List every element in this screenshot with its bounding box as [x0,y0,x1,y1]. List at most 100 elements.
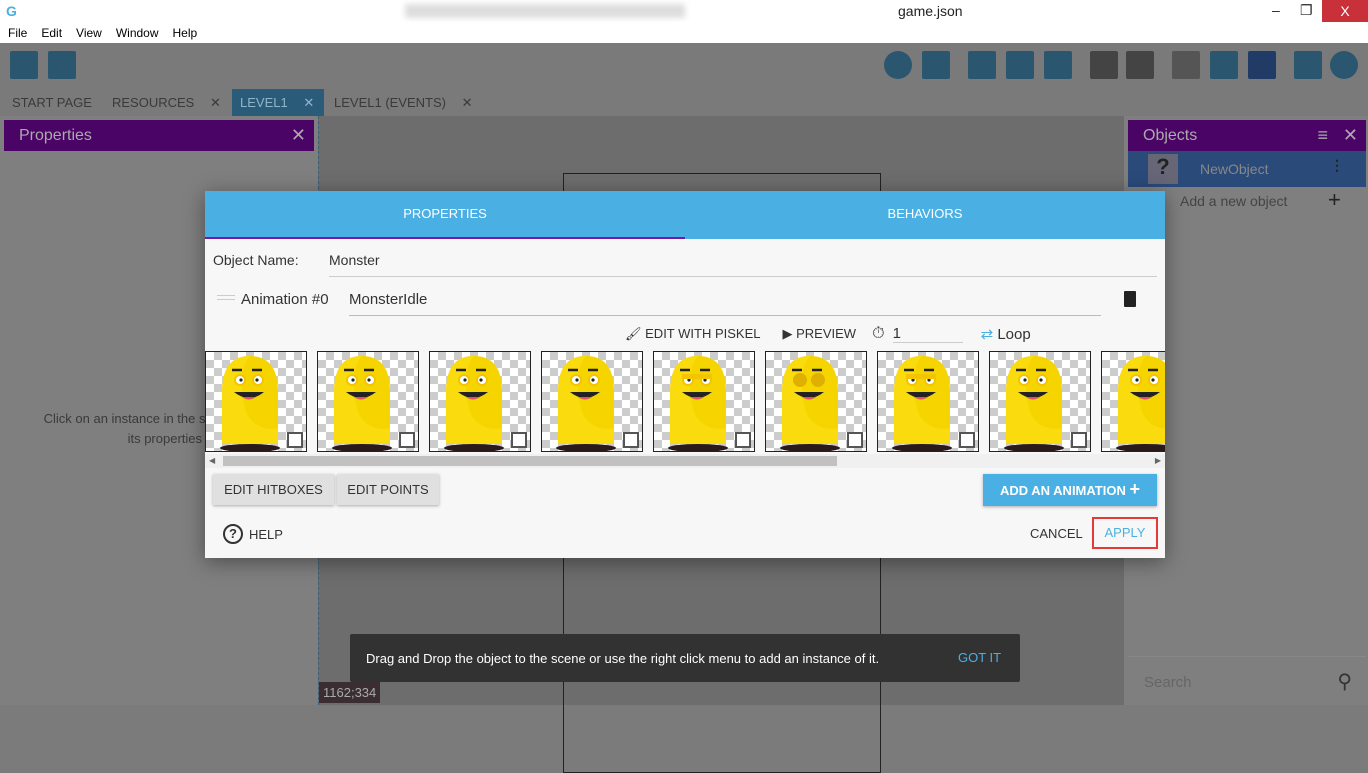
loop-icon: ⇄ [980,326,994,343]
menu-help[interactable]: Help [172,26,198,40]
tab-label: LEVEL1 [240,95,288,110]
app-logo-icon: G [6,3,17,19]
animation-frame[interactable] [653,351,755,452]
animation-frame[interactable] [765,351,867,452]
grid-icon[interactable] [1294,51,1322,79]
close-icon[interactable]: ✕ [1342,125,1358,145]
tab-level1[interactable]: LEVEL1 ✕ [232,89,324,116]
animation-name-input[interactable]: MonsterIdle [349,287,1101,316]
instances-list-icon[interactable] [1210,51,1238,79]
redo-icon[interactable] [1126,51,1154,79]
button-label: PREVIEW [796,326,857,341]
select-frame-checkbox[interactable] [959,432,975,448]
select-frame-checkbox[interactable] [735,432,751,448]
active-tab-indicator [205,237,685,239]
button-label: ADD AN ANIMATION [999,483,1126,498]
undo-icon[interactable] [1090,51,1118,79]
delete-animation-icon[interactable] [1124,291,1136,307]
menu-view[interactable]: View [76,26,102,40]
object-name: NewObject [1200,161,1269,177]
search-icon[interactable]: ⚲ [1337,671,1352,693]
tab-label: START PAGE [12,95,92,110]
tab-behaviors[interactable]: BEHAVIORS [887,206,963,221]
restore-button[interactable]: ❐ [1300,2,1313,18]
object-editor-dialog: PROPERTIES BEHAVIORS Object Name: Monste… [205,191,1165,558]
menu-file[interactable]: File [8,26,28,40]
close-icon[interactable]: ✕ [303,95,315,110]
close-icon[interactable]: ✕ [290,125,306,145]
tab-start-page[interactable]: START PAGE [4,89,100,116]
window-title: game.json [898,3,963,19]
tab-level1-events[interactable]: LEVEL1 (EVENTS) ✕ [326,89,481,116]
object-name-input[interactable]: Monster [329,249,1157,277]
debug-icon[interactable] [922,51,950,79]
frames-scrollbar[interactable]: ◀ ▶ [205,454,1165,468]
objects-list-icon[interactable] [1006,51,1034,79]
object-groups-icon[interactable] [968,51,996,79]
title-bar: G game.json ‒ ❐ X [0,0,1368,22]
zoom-reset-icon[interactable] [1330,51,1358,79]
search-input[interactable]: Search ⚲ [1128,656,1366,705]
animation-frame[interactable] [1101,351,1165,452]
object-item[interactable]: ? NewObject ⋮ [1128,151,1366,187]
toolbar [0,43,1368,89]
frames-list [205,191,1165,461]
more-options-icon[interactable]: ⋮ [1330,157,1344,173]
instances-icon[interactable] [1172,51,1200,79]
start-page-icon[interactable] [48,51,76,79]
hint-text: Click on an instance in the sc [43,411,212,426]
preview-play-icon[interactable] [884,51,912,79]
help-button[interactable]: ? HELP [223,524,283,544]
add-object-label: Add a new object [1180,193,1288,209]
cancel-button[interactable]: CANCEL [1030,526,1083,541]
loop-toggle[interactable]: ⇄ Loop [981,325,1031,343]
blurred-path [405,4,685,18]
edit-with-piskel-button[interactable]: 🖌 EDIT WITH PISKEL [625,326,760,342]
select-frame-checkbox[interactable] [287,432,303,448]
scrollbar-thumb[interactable] [223,456,837,466]
tab-resources[interactable]: RESOURCES ✕ [104,89,229,116]
project-manager-icon[interactable] [10,51,38,79]
close-icon[interactable]: ✕ [209,95,221,110]
close-icon[interactable]: ✕ [461,95,473,110]
select-frame-checkbox[interactable] [1071,432,1087,448]
select-frame-checkbox[interactable] [511,432,527,448]
filter-icon[interactable]: ≡ [1317,125,1328,145]
select-frame-checkbox[interactable] [623,432,639,448]
dialog-tabs: PROPERTIES BEHAVIORS [205,191,1165,239]
animation-frame[interactable] [541,351,643,452]
add-object-row[interactable]: Add a new object + [1124,187,1368,217]
edit-hitboxes-button[interactable]: EDIT HITBOXES [213,474,334,505]
monster-sprite [668,356,728,451]
apply-button[interactable]: APPLY [1092,517,1158,549]
minimize-button[interactable]: ‒ [1272,2,1280,18]
object-name-value: Monster [329,252,380,268]
select-frame-checkbox[interactable] [399,432,415,448]
plus-icon[interactable]: + [1328,187,1341,212]
panel-title: Properties [19,127,92,144]
animation-name-value: MonsterIdle [349,291,428,308]
tab-properties[interactable]: PROPERTIES [403,206,487,221]
animation-frame[interactable] [429,351,531,452]
timer-icon: ⏱ [872,325,885,342]
menu-edit[interactable]: Edit [41,26,63,40]
animation-frame[interactable] [205,351,307,452]
animation-frame[interactable] [317,351,419,452]
preview-button[interactable]: ▶ PREVIEW [782,326,856,342]
close-window-button[interactable]: X [1322,0,1368,22]
monster-sprite [444,356,504,451]
menu-bar: File Edit View Window Help [0,22,1368,43]
menu-window[interactable]: Window [115,26,159,40]
got-it-button[interactable]: GOT IT [958,650,1002,665]
properties-header: Properties ✕ [4,120,314,151]
drag-handle-icon[interactable] [217,295,235,300]
add-animation-button[interactable]: ADD AN ANIMATION + [983,474,1157,506]
objects-header: Objects ≡ ✕ [1128,120,1366,151]
layers-icon[interactable] [1248,51,1276,79]
animation-frame[interactable] [989,351,1091,452]
animation-frame[interactable] [877,351,979,452]
edit-points-button[interactable]: EDIT POINTS [337,474,439,505]
properties-edit-icon[interactable] [1044,51,1072,79]
select-frame-checkbox[interactable] [847,432,863,448]
frame-time-input[interactable]: 1 [892,325,963,343]
